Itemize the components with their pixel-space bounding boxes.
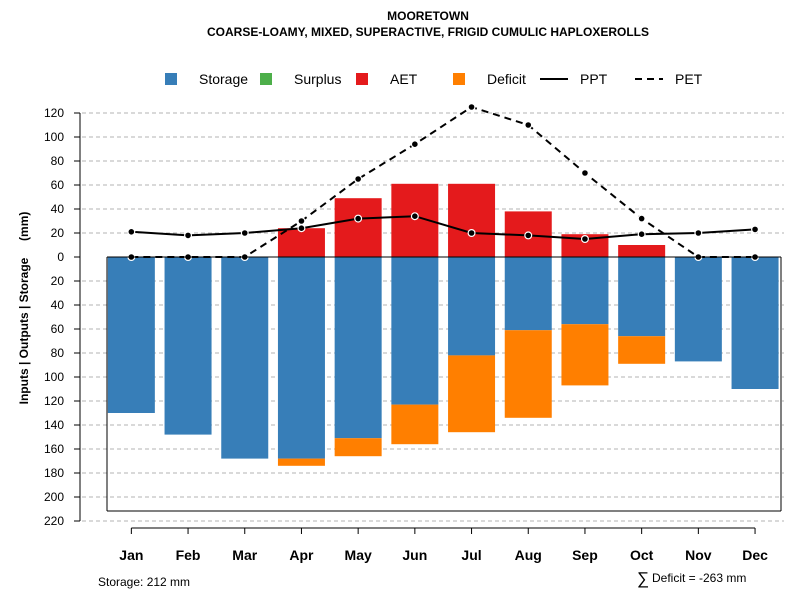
- bars: [107, 183, 779, 466]
- x-tick-label: Nov: [685, 547, 712, 563]
- x-tick-label: Jun: [402, 547, 427, 563]
- y-tick-label: 180: [44, 466, 64, 480]
- bar-aet-jul: [448, 183, 496, 257]
- ppt-point-nov: [694, 229, 703, 238]
- y-tick-label: 120: [44, 106, 64, 120]
- legend-label-pet: PET: [675, 71, 703, 87]
- bar-storage-nov: [674, 257, 722, 362]
- x-tick-label: Apr: [289, 547, 314, 563]
- y-tick-label: 60: [51, 322, 65, 336]
- bar-deficit-oct: [618, 336, 666, 364]
- y-tick-label: 20: [51, 226, 65, 240]
- ppt-point-mar: [240, 229, 249, 238]
- ppt-point-jun: [410, 212, 419, 221]
- x-tick-label: Jul: [461, 547, 481, 563]
- ppt-point-jul: [467, 229, 476, 238]
- deficit-annotation: Deficit = -263 mm: [652, 571, 746, 585]
- y-axis-label: Inputs | Outputs | Storage (mm): [17, 212, 31, 405]
- ppt-point-jan: [127, 227, 136, 236]
- pet-point-may: [354, 175, 363, 184]
- bar-storage-aug: [504, 257, 552, 331]
- bar-storage-mar: [221, 257, 269, 459]
- pet-line: [131, 105, 756, 258]
- legend-label-aet: AET: [390, 71, 418, 87]
- ppt-point-sep: [580, 235, 589, 244]
- x-tick-label: Dec: [742, 547, 768, 563]
- axes: 1201008060402002040608010012014016018020…: [44, 106, 782, 563]
- x-tick-label: Mar: [232, 547, 257, 563]
- bar-aet-apr: [277, 228, 325, 257]
- bar-deficit-aug: [504, 330, 552, 418]
- legend-swatch-aet: [356, 73, 368, 85]
- y-tick-label: 100: [44, 130, 64, 144]
- pet-point-aug: [524, 120, 533, 129]
- pet-point-jun: [410, 140, 419, 149]
- bar-storage-oct: [618, 257, 666, 337]
- y-tick-label: 100: [44, 370, 64, 384]
- legend-swatch-deficit: [453, 73, 465, 85]
- legend-label-storage: Storage: [199, 71, 248, 87]
- series-lines: [127, 102, 760, 262]
- ppt-point-aug: [524, 231, 533, 240]
- y-tick-label: 140: [44, 418, 64, 432]
- x-tick-label: Jan: [119, 547, 143, 563]
- y-tick-label: 200: [44, 490, 64, 504]
- x-tick-label: Oct: [630, 547, 654, 563]
- y-tick-label: 40: [51, 202, 65, 216]
- bar-storage-feb: [164, 257, 212, 435]
- bar-aet-sep: [561, 234, 609, 257]
- bar-storage-jun: [391, 257, 439, 405]
- bar-storage-jan: [107, 257, 155, 413]
- bar-storage-apr: [277, 257, 325, 459]
- bar-deficit-sep: [561, 324, 609, 386]
- y-tick-label: 40: [51, 298, 65, 312]
- legend-swatch-surplus: [260, 73, 272, 85]
- y-tick-label: 80: [51, 154, 65, 168]
- y-tick-label: 0: [57, 250, 64, 264]
- chart-subtitle: COARSE-LOAMY, MIXED, SUPERACTIVE, FRIGID…: [207, 25, 649, 39]
- legend: Storage Surplus AET Deficit PPT PET: [165, 71, 703, 87]
- pet-point-apr: [297, 217, 306, 226]
- x-tick-label: May: [345, 547, 372, 563]
- y-tick-label: 160: [44, 442, 64, 456]
- bar-storage-dec: [731, 257, 779, 389]
- bar-deficit-may: [334, 438, 382, 457]
- bar-aet-oct: [618, 245, 666, 257]
- x-tick-label: Sep: [572, 547, 598, 563]
- y-tick-label: 60: [51, 178, 65, 192]
- pet-point-sep: [580, 169, 589, 178]
- ppt-point-apr: [297, 224, 306, 233]
- bar-deficit-jun: [391, 404, 439, 445]
- y-tick-label: 220: [44, 514, 64, 528]
- ppt-point-oct: [637, 230, 646, 239]
- y-tick-label: 80: [51, 346, 65, 360]
- y-tick-label: 20: [51, 274, 65, 288]
- bar-aet-may: [334, 198, 382, 257]
- bar-storage-jul: [448, 257, 496, 356]
- ppt-line: [131, 215, 756, 241]
- x-tick-label: Aug: [515, 547, 542, 563]
- pet-point-jul: [467, 102, 476, 111]
- bar-deficit-apr: [277, 458, 325, 466]
- legend-label-deficit: Deficit: [487, 71, 526, 87]
- legend-label-surplus: Surplus: [294, 71, 341, 87]
- bar-deficit-jul: [448, 355, 496, 433]
- chart-title: MOORETOWN: [387, 9, 469, 23]
- legend-label-ppt: PPT: [580, 71, 608, 87]
- legend-swatch-storage: [165, 73, 177, 85]
- x-tick-label: Feb: [176, 547, 201, 563]
- storage-annotation: Storage: 212 mm: [98, 575, 190, 589]
- bar-storage-may: [334, 257, 382, 439]
- pet-point-oct: [637, 214, 646, 223]
- bar-storage-sep: [561, 257, 609, 325]
- ppt-point-feb: [184, 231, 193, 240]
- ppt-point-dec: [751, 225, 760, 234]
- sum-icon: ∑: [637, 569, 649, 588]
- y-tick-label: 120: [44, 394, 64, 408]
- ppt-point-may: [354, 214, 363, 223]
